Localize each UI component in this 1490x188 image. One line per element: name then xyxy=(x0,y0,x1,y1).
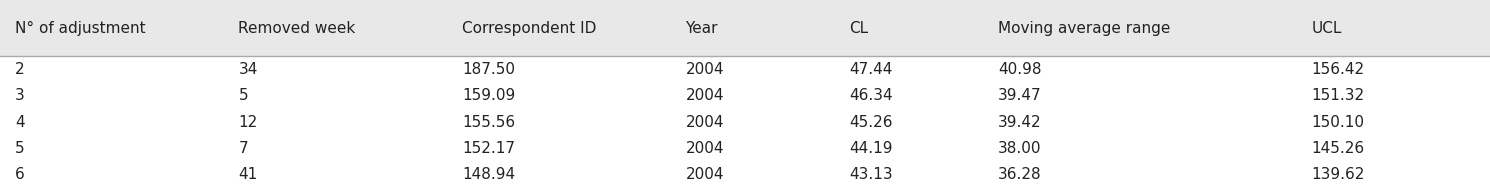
Text: Correspondent ID: Correspondent ID xyxy=(462,21,596,36)
Text: 145.26: 145.26 xyxy=(1311,141,1365,156)
Text: 148.94: 148.94 xyxy=(462,167,516,182)
Text: Moving average range: Moving average range xyxy=(998,21,1171,36)
Text: 5: 5 xyxy=(238,88,247,103)
FancyBboxPatch shape xyxy=(0,56,1490,83)
Text: 39.42: 39.42 xyxy=(998,115,1042,130)
Text: 34: 34 xyxy=(238,62,258,77)
Text: Year: Year xyxy=(685,21,718,36)
Text: 2004: 2004 xyxy=(685,62,724,77)
Text: UCL: UCL xyxy=(1311,21,1341,36)
Text: 150.10: 150.10 xyxy=(1311,115,1365,130)
Text: 46.34: 46.34 xyxy=(849,88,893,103)
Text: 152.17: 152.17 xyxy=(462,141,516,156)
Text: 151.32: 151.32 xyxy=(1311,88,1365,103)
Text: 6: 6 xyxy=(15,167,25,182)
Text: 40.98: 40.98 xyxy=(998,62,1042,77)
FancyBboxPatch shape xyxy=(0,135,1490,162)
Text: 2004: 2004 xyxy=(685,167,724,182)
Text: 2: 2 xyxy=(15,62,24,77)
Text: 2004: 2004 xyxy=(685,141,724,156)
Text: 12: 12 xyxy=(238,115,258,130)
Text: 4: 4 xyxy=(15,115,24,130)
Text: 3: 3 xyxy=(15,88,25,103)
FancyBboxPatch shape xyxy=(0,0,1490,56)
Text: 156.42: 156.42 xyxy=(1311,62,1365,77)
Text: 2004: 2004 xyxy=(685,88,724,103)
Text: N° of adjustment: N° of adjustment xyxy=(15,21,146,36)
Text: 43.13: 43.13 xyxy=(849,167,893,182)
Text: 159.09: 159.09 xyxy=(462,88,516,103)
Text: 155.56: 155.56 xyxy=(462,115,516,130)
Text: 38.00: 38.00 xyxy=(998,141,1042,156)
Text: 187.50: 187.50 xyxy=(462,62,516,77)
Text: 139.62: 139.62 xyxy=(1311,167,1365,182)
Text: 45.26: 45.26 xyxy=(849,115,893,130)
Text: 5: 5 xyxy=(15,141,24,156)
Text: Removed week: Removed week xyxy=(238,21,356,36)
Text: 39.47: 39.47 xyxy=(998,88,1042,103)
Text: 47.44: 47.44 xyxy=(849,62,893,77)
FancyBboxPatch shape xyxy=(0,109,1490,135)
Text: 2004: 2004 xyxy=(685,115,724,130)
Text: 41: 41 xyxy=(238,167,258,182)
Text: CL: CL xyxy=(849,21,869,36)
FancyBboxPatch shape xyxy=(0,83,1490,109)
Text: 44.19: 44.19 xyxy=(849,141,893,156)
Text: 36.28: 36.28 xyxy=(998,167,1042,182)
FancyBboxPatch shape xyxy=(0,162,1490,188)
Text: 7: 7 xyxy=(238,141,247,156)
